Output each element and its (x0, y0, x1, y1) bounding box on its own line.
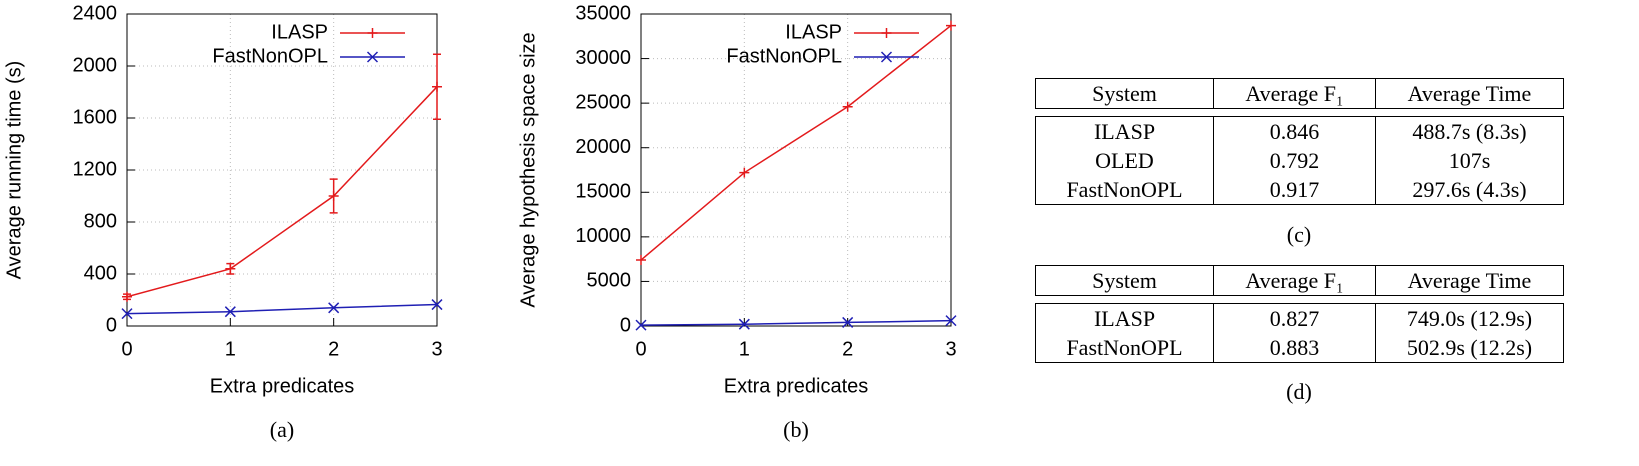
x-tick-label: 0 (635, 338, 646, 360)
header-cell: Average F₁ (1213, 78, 1376, 109)
table-cell: 749.0s (12.9s) (1375, 303, 1564, 333)
table-cell: 0.883 (1213, 333, 1376, 363)
table-row: ILASP 0.827 749.0s (12.9s) (1035, 303, 1564, 333)
legend-marker (880, 51, 893, 63)
legend-label: ILASP (271, 21, 328, 43)
y-tick-label: 800 (84, 210, 117, 232)
table-body: ILASP 0.827 749.0s (12.9s) FastNonOPL 0.883 5… (1035, 303, 1564, 363)
y-tick-label: 0 (620, 314, 631, 336)
legend-marker (881, 28, 892, 38)
table-row: FastNonOPL 0.883 502.9s (12.2s) (1035, 333, 1564, 363)
y-tick-label: 5000 (587, 270, 632, 292)
legend-label: FastNonOPL (726, 45, 842, 67)
point (635, 319, 647, 331)
y-axis-label: Average hypothesis space size (517, 32, 539, 307)
y-tick-label: 1600 (73, 106, 118, 128)
x-tick-label: 3 (431, 338, 442, 360)
legend-label: ILASP (785, 21, 842, 43)
y-tick-label: 30000 (575, 47, 631, 69)
point (946, 20, 956, 31)
point (121, 308, 133, 320)
point (224, 306, 236, 318)
x-axis-label: Extra predicates (210, 375, 355, 397)
table-row: ILASP 0.846 488.7s (8.3s) (1035, 116, 1564, 146)
caption: (a) (270, 417, 294, 442)
table-cell: 107s (1375, 146, 1564, 175)
table-cell: OLED (1035, 146, 1214, 175)
header-cell: Average Time (1375, 78, 1564, 109)
plot-frame (640, 13, 952, 327)
x-tick-label: 1 (739, 338, 750, 360)
legend-marker (367, 28, 378, 38)
point (432, 81, 442, 92)
y-tick-label: 15000 (575, 181, 631, 203)
legend-marker (366, 51, 379, 63)
point (328, 191, 339, 201)
table-caption: (d) (1286, 379, 1312, 404)
x-tick-label: 0 (121, 338, 132, 360)
table-header: System Average F₁ Average Time (1035, 78, 1564, 109)
header-row: System Average F₁ Average Time (1035, 265, 1564, 296)
table-cell: 0.917 (1213, 175, 1376, 205)
x-tick-label: 1 (225, 338, 236, 360)
table-cell: ILASP (1035, 116, 1214, 146)
point (842, 101, 853, 112)
plot-frame (126, 13, 438, 327)
y-tick-label: 25000 (575, 91, 631, 113)
point (225, 263, 236, 274)
point (738, 318, 750, 330)
table-row: OLED 0.792 107s (1035, 146, 1564, 175)
series-line (126, 303, 438, 315)
y-tick-label: 400 (84, 262, 117, 284)
legend-label: FastNonOPL (212, 45, 328, 67)
series-line (640, 319, 952, 326)
x-axis-label: Extra predicates (724, 375, 869, 397)
table-row: FastNonOPL 0.917 297.6s (4.3s) (1035, 175, 1564, 205)
point (739, 167, 750, 178)
y-tick-label: 20000 (575, 136, 631, 158)
header-cell: Average F₁ (1213, 265, 1376, 296)
point (122, 291, 132, 302)
y-tick-label: 0 (106, 314, 117, 336)
point (842, 316, 854, 328)
table-cell: 0.792 (1213, 146, 1376, 175)
header-cell: System (1035, 265, 1214, 296)
table-cell: FastNonOPL (1035, 175, 1214, 205)
table-header: System Average F₁ Average Time (1035, 265, 1564, 296)
caption: (b) (783, 417, 809, 442)
y-tick-label: 1200 (73, 158, 118, 180)
table-cell: 297.6s (4.3s) (1375, 175, 1564, 205)
x-tick-label: 2 (328, 338, 339, 360)
point (431, 299, 443, 311)
table-cell: ILASP (1035, 303, 1214, 333)
table-cell: 502.9s (12.2s) (1375, 333, 1564, 363)
table-cell: 488.7s (8.3s) (1375, 116, 1564, 146)
y-axis-label: Average running time (s) (3, 61, 25, 280)
point (636, 255, 646, 266)
header-row: System Average F₁ Average Time (1035, 78, 1564, 109)
table-body: ILASP 0.846 488.7s (8.3s) OLED 0.792 107s Fast… (1035, 116, 1564, 205)
y-tick-label: 2400 (73, 2, 118, 24)
table-caption: (c) (1286, 222, 1312, 247)
table-cell: 0.827 (1213, 303, 1376, 333)
y-tick-label: 2000 (73, 54, 118, 76)
table-cell: 0.846 (1213, 116, 1376, 146)
series-line (640, 24, 952, 261)
x-tick-label: 2 (842, 338, 853, 360)
y-tick-label: 10000 (575, 225, 631, 247)
point (328, 302, 340, 314)
header-cell: System (1035, 78, 1214, 109)
point (945, 315, 957, 327)
x-tick-label: 3 (945, 338, 956, 360)
y-tick-label: 35000 (575, 2, 631, 24)
table-cell: FastNonOPL (1035, 333, 1214, 363)
series-line (126, 86, 438, 298)
header-cell: Average Time (1375, 265, 1564, 296)
